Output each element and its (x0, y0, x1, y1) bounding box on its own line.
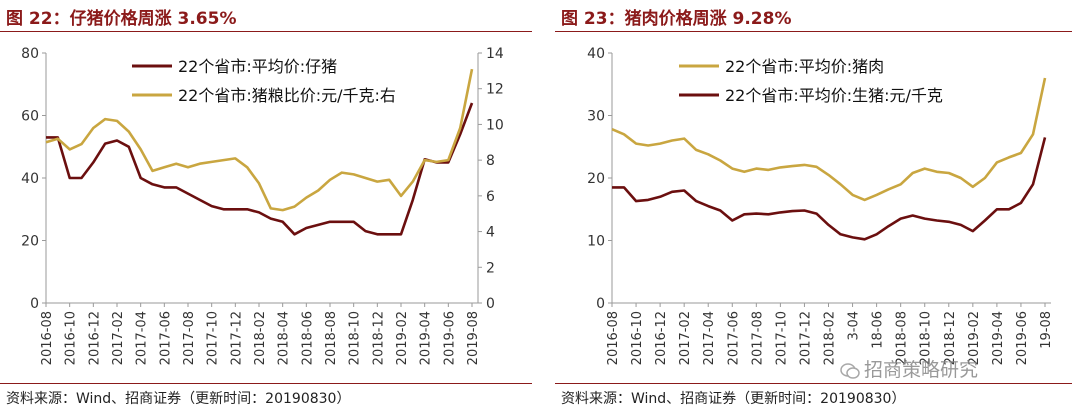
source-note: 资料来源：Wind、招商证券（更新时间：20190830） (561, 391, 906, 407)
y-tick-label-left: 0 (30, 296, 39, 312)
title-rule (0, 31, 532, 32)
chart-panel-left: 图 22：仔猪价格周涨 3.65% 0 20 40 60 80 0 2 4 6 8 10 12 14 20… (0, 9, 532, 407)
y-tick-label-left: 80 (21, 46, 39, 62)
title-rule (555, 31, 1072, 32)
series-line (45, 68, 474, 212)
x-tick-label: 2016-12 (87, 311, 102, 365)
x-tick-label: 2019-02 (395, 311, 410, 365)
x-tick-label: 2017-08 (750, 311, 765, 365)
chart-svg-pork: 0 10 20 30 40 2016-08 2016-10 2016-12 2017-02 201… (587, 46, 1054, 365)
series-line (46, 102, 474, 236)
y-tick-label-left: 10 (587, 234, 605, 250)
x-tick-label: 2016-08 (606, 311, 621, 365)
y-tick-label-right: 12 (486, 82, 504, 98)
x-tick-label: 2019-04 (991, 311, 1006, 365)
legend-label: 22个省市:平均价:仔猪 (178, 57, 337, 76)
x-tick-label: 2017-02 (111, 311, 126, 365)
watermark: 招商策略研究 (840, 355, 978, 382)
x-tick-label: 2019-06 (442, 311, 457, 365)
chart-panel-right: 图 23：猪肉价格周涨 9.28% 0 10 20 30 40 2016-08 2016-1… (555, 0, 1080, 415)
x-tick-label: 2018-12 (943, 311, 958, 365)
y-tick-label-right: 6 (486, 189, 495, 205)
watermark-text: 招商策略研究 (864, 359, 979, 381)
x-tick-label: 2018-06 (300, 311, 315, 365)
x-tick-label: 2017-06 (158, 311, 173, 365)
y-tick-label-left: 40 (21, 171, 39, 187)
series-line (612, 137, 1047, 241)
x-tick-label: 2017-10 (206, 311, 221, 365)
x-tick-label: 2018-02 (253, 311, 268, 365)
series-line (611, 77, 1047, 202)
y-tick-label-left: 30 (587, 109, 605, 125)
y-tick-label-left: 20 (21, 234, 39, 250)
legend-label: 22个省市:平均价:猪肉 (725, 57, 884, 76)
x-tick-label: 2018-04 (277, 311, 292, 365)
x-tick-label: 2017-06 (726, 311, 741, 365)
x-tick-label: 2018-02 (823, 311, 838, 365)
x-tick-label: 2016-08 (40, 311, 55, 365)
y-tick-label-left: 20 (587, 171, 605, 187)
x-tick-label: 2018-10 (919, 311, 934, 365)
x-tick-label: 2019-02 (967, 311, 982, 365)
y-tick-label-left: 60 (21, 109, 39, 125)
x-tick-label: 2017-04 (135, 311, 150, 365)
x-tick-label: 2016-12 (654, 311, 669, 365)
x-tick-label: 2017-12 (798, 311, 813, 365)
x-tick-label: 2019-08 (466, 311, 481, 365)
x-tick-label: 2019-04 (419, 311, 434, 365)
x-tick-label: 2018-08 (324, 311, 339, 365)
x-tick-label: 2018-12 (371, 311, 386, 365)
x-tick-label: 2017-12 (229, 311, 244, 365)
x-tick-label: 2019-06 (1015, 311, 1030, 365)
y-tick-label-right: 4 (486, 225, 495, 241)
source-rule (555, 383, 1072, 384)
x-tick-label: 2016-10 (64, 311, 79, 365)
x-tick-label: 18-06 (871, 311, 886, 349)
y-tick-label-right: 8 (486, 153, 495, 169)
x-tick-label: 3-04 (847, 311, 862, 341)
x-tick-label: 2017-04 (702, 311, 717, 365)
x-tick-label: 2016-10 (630, 311, 645, 365)
y-tick-label-right: 10 (486, 117, 504, 133)
y-tick-label-right: 14 (486, 46, 504, 62)
y-tick-label-left: 40 (587, 46, 605, 62)
chart-title: 图 23：猪肉价格周涨 9.28% (561, 9, 792, 29)
legend-label: 22个省市:平均价:生猪:元/千克 (725, 86, 943, 105)
legend-label: 22个省市:猪粮比价:元/千克:右 (178, 86, 396, 105)
y-tick-label-right: 2 (486, 260, 495, 276)
x-tick-label: 2018-08 (895, 311, 910, 365)
chart-svg-piglet: 0 20 40 60 80 0 2 4 6 8 10 12 14 2016-08 2016-10 2016-1… (21, 46, 504, 365)
x-tick-label: 2017-02 (678, 311, 693, 365)
wechat-icon (840, 362, 860, 379)
x-tick-label: 19-08 (1039, 311, 1054, 349)
chart-title: 图 22：仔猪价格周涨 3.65% (6, 9, 237, 29)
y-tick-label-left: 0 (596, 296, 605, 312)
x-tick-label: 2017-10 (774, 311, 789, 365)
x-tick-label: 2018-10 (348, 311, 363, 365)
x-tick-label: 2017-08 (182, 311, 197, 365)
y-tick-label-right: 0 (486, 296, 495, 312)
source-rule (0, 383, 532, 384)
source-note: 资料来源：Wind、招商证券（更新时间：20190830） (6, 391, 351, 407)
